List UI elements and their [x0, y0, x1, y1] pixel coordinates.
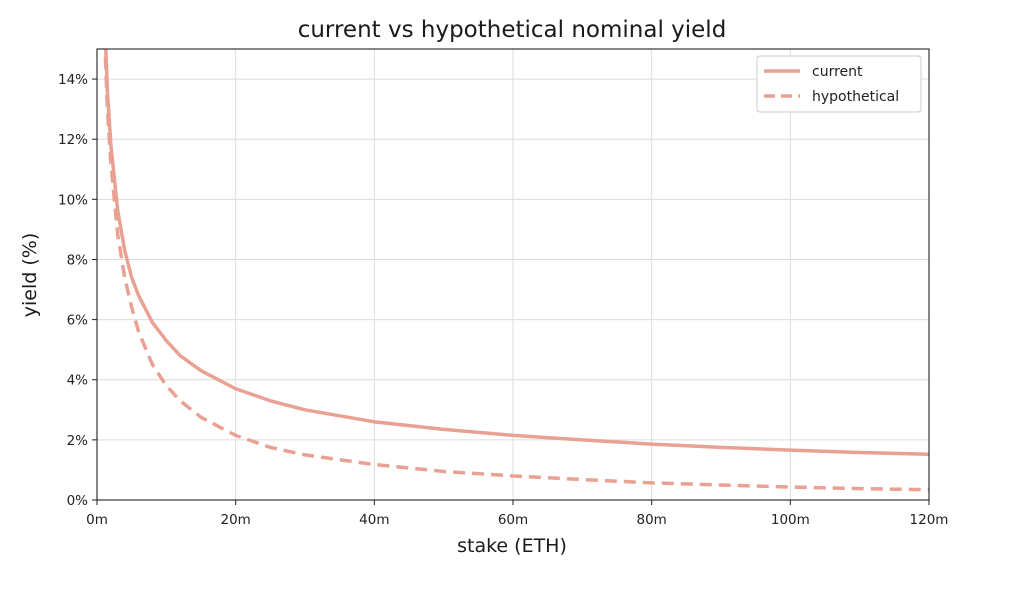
- legend: current hypothetical: [756, 55, 922, 113]
- y-tick-label: 4%: [67, 373, 89, 389]
- y-tick-label: 14%: [58, 72, 88, 88]
- legend-label-current: current: [812, 64, 863, 80]
- chart-title: current vs hypothetical nominal yield: [298, 17, 727, 43]
- y-tick-label: 6%: [67, 313, 89, 329]
- x-tick-label: 80m: [636, 512, 666, 528]
- x-tick-label: 120m: [910, 512, 949, 528]
- x-axis-label: stake (ETH): [457, 535, 567, 557]
- y-axis-label: yield (%): [19, 233, 41, 317]
- y-tick-label: 10%: [58, 192, 88, 208]
- axis-ticks: 0m 20m 40m 60m 80m 100m 120m 0% 2% 4% 6% 8% 10% 12% 14…: [58, 72, 948, 528]
- y-tick-label: 2%: [67, 433, 89, 449]
- y-tick-label: 0%: [67, 493, 89, 509]
- x-tick-label: 20m: [220, 512, 250, 528]
- x-tick-label: 60m: [498, 512, 528, 528]
- y-tick-label: 12%: [58, 132, 88, 148]
- series-line-hypothetical: [103, 49, 929, 492]
- x-tick-label: 40m: [359, 512, 389, 528]
- x-tick-label: 100m: [771, 512, 810, 528]
- gridlines: [96, 49, 930, 501]
- series-lines: [103, 49, 929, 492]
- y-tick-label: 8%: [67, 252, 89, 268]
- x-tick-label: 0m: [86, 512, 108, 528]
- series-line-current: [104, 49, 929, 457]
- legend-label-hypothetical: hypothetical: [812, 89, 899, 105]
